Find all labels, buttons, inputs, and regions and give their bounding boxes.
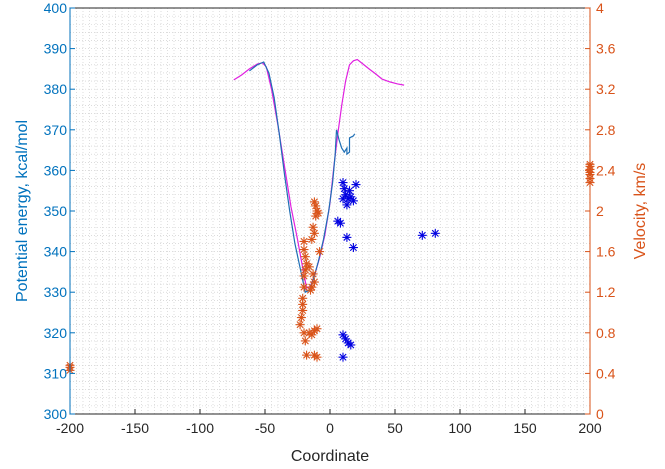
scatter-point	[345, 186, 354, 196]
scatter-point	[342, 200, 352, 210]
y-right-tick-label: 0.8	[596, 325, 616, 341]
scatter-point	[298, 293, 308, 303]
y-left-tick-label: 350	[44, 203, 68, 219]
scatter-point	[299, 282, 309, 292]
y-right-tick-label: 1.6	[596, 244, 616, 260]
y-left-axis-ticks: 300 310 320 330 340 350 360 370 380 390 400	[44, 0, 75, 422]
scatter-point	[299, 271, 309, 281]
y-right-tick-label: 3.6	[596, 41, 616, 57]
y-right-tick-label: 0	[596, 406, 604, 422]
x-tick-label: 0	[326, 420, 334, 436]
series-scatter-orange_star	[65, 159, 595, 375]
x-axis-label: Coordinate	[291, 448, 369, 465]
y-left-tick-label: 300	[44, 406, 68, 422]
scatter-point	[309, 197, 319, 207]
scatter-point	[295, 320, 305, 330]
y-right-tick-label: 2	[596, 203, 604, 219]
y-left-tick-label: 360	[44, 162, 68, 178]
y-right-tick-label: 2.8	[596, 122, 616, 138]
y-left-tick-label: 320	[44, 325, 68, 341]
x-tick-label: 100	[448, 420, 472, 436]
y-left-axis-label: Potential energy, kcal/mol	[14, 120, 31, 302]
scatter-point	[335, 218, 345, 228]
scatter-point	[312, 352, 322, 362]
y-left-tick-label: 380	[44, 81, 68, 97]
scatter-point	[338, 178, 348, 188]
y-left-tick-label: 330	[44, 284, 68, 300]
y-right-axis-ticks: 0 0.4 0.8 1.2 1.6 2 2.4 2.8 3.2 3.6 4	[585, 0, 616, 422]
scatter-point	[417, 230, 427, 240]
scatter-point	[351, 180, 361, 190]
scatter-point	[296, 313, 306, 323]
scatter-point	[308, 222, 318, 232]
x-axis-ticks: -200 -150 -100 -50 0 50 100 150 200	[56, 409, 602, 436]
x-tick-label: 200	[578, 420, 602, 436]
scatter-point	[306, 285, 315, 295]
x-tick-label: -150	[121, 420, 149, 436]
y-right-tick-label: 1.2	[596, 284, 616, 300]
scatter-point	[300, 252, 310, 262]
grid	[69, 7, 591, 415]
scatter-point	[348, 243, 358, 253]
y-right-axis-label: Velocity, km/s	[632, 163, 649, 260]
scatter-point	[299, 236, 309, 246]
scatter-point	[307, 234, 317, 244]
y-right-tick-label: 2.4	[596, 162, 616, 178]
scatter-point	[430, 228, 440, 238]
series-layer	[65, 58, 595, 375]
scatter-point	[308, 269, 318, 279]
y-right-tick-label: 3.2	[596, 81, 616, 97]
scatter-point	[313, 208, 323, 218]
scatter-point	[304, 328, 314, 338]
y-left-tick-label: 400	[44, 0, 68, 16]
scatter-point	[342, 232, 352, 242]
scatter-point	[338, 194, 348, 204]
axes: -200 -150 -100 -50 0 50 100 150 200 300 310 320 330…	[44, 0, 616, 436]
scatter-point	[298, 305, 308, 315]
scatter-point	[312, 324, 322, 334]
y-right-tick-label: 4	[596, 0, 604, 16]
series-line-magenta_line	[233, 58, 405, 290]
x-tick-label: 50	[387, 420, 403, 436]
scatter-point	[315, 247, 325, 257]
x-tick-label: 150	[513, 420, 537, 436]
y-left-tick-label: 310	[44, 365, 68, 381]
scatter-point	[299, 328, 309, 338]
scatter-point	[299, 245, 309, 255]
y-left-tick-label: 340	[44, 244, 68, 260]
scatter-point	[304, 262, 314, 272]
scatter-point	[348, 196, 358, 206]
scatter-point	[300, 336, 310, 346]
scatter-point	[346, 340, 356, 350]
scatter-point	[302, 350, 312, 360]
x-tick-label: -200	[56, 420, 84, 436]
y-left-tick-label: 370	[44, 122, 68, 138]
x-tick-label: -100	[186, 420, 214, 436]
y-right-tick-label: 0.4	[596, 365, 616, 381]
scatter-point	[309, 277, 319, 287]
series-scatter-blue_star	[333, 178, 440, 362]
scatter-point	[338, 352, 348, 362]
y-left-tick-label: 390	[44, 41, 68, 57]
x-tick-label: -50	[255, 420, 275, 436]
